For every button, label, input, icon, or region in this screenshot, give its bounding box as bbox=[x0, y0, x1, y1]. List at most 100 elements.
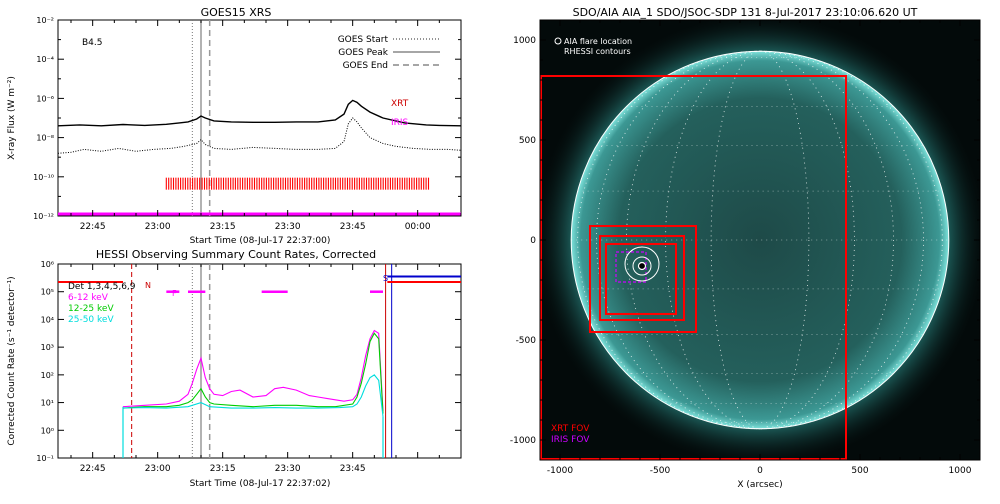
aia-xlabel: X (arcsec) bbox=[737, 480, 782, 490]
aia-fov-xrt bbox=[605, 243, 677, 315]
goes-annotation-iris: IRIS bbox=[391, 118, 409, 128]
goes-series-long bbox=[57, 99, 462, 127]
hessi-xtick-label: 23:15 bbox=[210, 464, 236, 474]
aia-legend-top: AIA flare location RHESSI contours bbox=[554, 37, 632, 56]
aia-fov-xrt bbox=[589, 225, 697, 333]
aia-legend-iris-fov: IRIS FOV bbox=[551, 435, 590, 445]
goes-ytick-label: 10⁻⁶ bbox=[36, 94, 54, 103]
hessi-ytick-label: 10⁶ bbox=[41, 260, 54, 269]
aia-y-ticks: 1000 500 0 -500 -1000 bbox=[510, 36, 980, 446]
hessi-decorations bbox=[58, 264, 461, 458]
goes-panel: GOES15 XRS 10⁻² 10⁻⁴ 10⁻⁶ 10⁻⁸ 10⁻¹⁰ 10⁻¹² 22… bbox=[7, 6, 462, 246]
goes-xtick-label: 00:00 bbox=[405, 222, 431, 232]
aia-legend-marker-icon bbox=[554, 37, 562, 45]
goes-xtick-label: 22:45 bbox=[80, 222, 106, 232]
hessi-ytick-label: 10² bbox=[41, 371, 54, 380]
goes-xtick-label: 23:15 bbox=[210, 222, 236, 232]
hessi-title: HESSI Observing Summary Count Rates, Cor… bbox=[96, 248, 376, 261]
aia-x-ticks: -1000 -500 0 500 1000 bbox=[547, 20, 972, 476]
hessi-legend: Det 1,3,4,5,6,9 6-12 keV 12-25 keV 25-50… bbox=[68, 282, 136, 325]
goes-ytick-label: 10⁻² bbox=[36, 16, 54, 25]
aia-legend-flare-location: AIA flare location bbox=[564, 37, 632, 46]
aia-fov-xrt bbox=[540, 75, 847, 460]
aia-legend-bottom: XRT FOV IRIS FOV bbox=[551, 424, 590, 445]
aia-xtick-label: -500 bbox=[650, 466, 671, 476]
hessi-ytick-label: 10⁻¹ bbox=[36, 454, 54, 463]
hessi-xtick-label: 23:00 bbox=[145, 464, 171, 474]
hessi-y-ticks: 10⁻¹ 10⁰ 10¹ 10² 10³ 10⁴ 10⁵ 10⁶ bbox=[36, 260, 461, 463]
aia-title: SDO/AIA AIA_1 SDO/JSOC-SDP 131 8-Jul-201… bbox=[573, 6, 918, 19]
aia-ytick-label: 500 bbox=[519, 136, 536, 146]
aia-longitude-line bbox=[626, 50, 894, 430]
aia-legend-rhessi: RHESSI contours bbox=[564, 47, 631, 56]
goes-xlabel: Start Time (08-Jul-17 22:37:00) bbox=[190, 236, 331, 246]
hessi-flag-n: N bbox=[145, 281, 151, 290]
goes-legend-peak-label: GOES Peak bbox=[338, 48, 388, 58]
hessi-ytick-label: 10⁴ bbox=[41, 315, 54, 324]
hessi-legend-6-12: 6-12 keV bbox=[68, 293, 109, 303]
aia-ytick-label: -500 bbox=[516, 336, 537, 346]
goes-series-short bbox=[57, 117, 462, 154]
hessi-series-group bbox=[122, 329, 384, 417]
goes-legend-end-label: GOES End bbox=[343, 61, 388, 71]
goes-annotation-xrt: XRT bbox=[391, 99, 409, 109]
hessi-ytick-label: 10⁰ bbox=[41, 426, 54, 435]
goes-ytick-label: 10⁻⁴ bbox=[36, 55, 54, 64]
aia-fov-boxes bbox=[540, 75, 847, 460]
aia-ytick-label: 1000 bbox=[513, 36, 536, 46]
hessi-ytick-label: 10³ bbox=[41, 343, 54, 352]
hessi-plot-frame bbox=[57, 263, 462, 459]
aia-legend-xrt-fov: XRT FOV bbox=[551, 424, 590, 434]
goes-xtick-label: 23:45 bbox=[340, 222, 366, 232]
hessi-series-0 bbox=[122, 329, 384, 411]
aia-rhessi-contour bbox=[624, 246, 660, 282]
aia-flare-marker-ring bbox=[632, 256, 652, 276]
goes-series-group bbox=[57, 99, 462, 154]
aia-fov-iris bbox=[615, 251, 647, 283]
aia-xtick-label: 500 bbox=[851, 466, 868, 476]
goes-ylabel: X-ray Flux (W m⁻²) bbox=[7, 76, 17, 160]
goes-legend: GOES Start GOES Peak GOES End bbox=[338, 35, 440, 71]
goes-xtick-label: 23:00 bbox=[145, 222, 171, 232]
goes-ytick-label: 10⁻¹² bbox=[33, 212, 54, 221]
aia-flare-marker bbox=[637, 261, 647, 271]
aia-xtick-label: 1000 bbox=[949, 466, 972, 476]
hessi-event-lines bbox=[191, 264, 211, 458]
aia-sun-disk bbox=[571, 51, 949, 429]
goes-legend-start-label: GOES Start bbox=[338, 35, 389, 45]
hessi-legend-25-50: 25-50 keV bbox=[68, 315, 114, 325]
hessi-xlabel: Start Time (08-Jul-17 22:37:02) bbox=[190, 479, 331, 489]
hessi-xtick-label: 22:45 bbox=[80, 464, 106, 474]
hessi-legend-detectors: Det 1,3,4,5,6,9 bbox=[68, 282, 136, 292]
hessi-ytick-label: 10⁵ bbox=[41, 288, 54, 297]
hessi-flag-s: S bbox=[383, 274, 388, 283]
goes-x-ticks: 22:45 23:00 23:15 23:30 23:45 00:00 bbox=[70, 20, 462, 232]
goes-xtick-label: 23:30 bbox=[275, 222, 301, 232]
aia-xtick-label: 0 bbox=[757, 466, 763, 476]
aia-limb-contour bbox=[570, 50, 950, 430]
aia-ytick-label: 0 bbox=[530, 236, 536, 246]
aia-ytick-label: -1000 bbox=[510, 436, 536, 446]
hessi-series-1 bbox=[122, 332, 384, 414]
goes-class-label: B4.5 bbox=[82, 38, 103, 48]
goes-title: GOES15 XRS bbox=[201, 6, 272, 19]
goes-data-coverage bbox=[58, 177, 461, 216]
goes-ytick-label: 10⁻¹⁰ bbox=[33, 173, 54, 182]
aia-panel: SDO/AIA AIA_1 SDO/JSOC-SDP 131 8-Jul-201… bbox=[510, 6, 981, 490]
hessi-xtick-label: 23:45 bbox=[340, 464, 366, 474]
hessi-legend-12-25: 12-25 keV bbox=[68, 304, 114, 314]
hessi-flag-f: F bbox=[172, 289, 177, 298]
hessi-x-ticks: 22:45 23:00 23:15 23:30 23:45 bbox=[70, 264, 462, 474]
hessi-panel: HESSI Observing Summary Count Rates, Cor… bbox=[7, 248, 462, 489]
hessi-ytick-label: 10¹ bbox=[41, 399, 54, 408]
hessi-series-2 bbox=[122, 374, 384, 417]
hessi-xtick-label: 23:30 bbox=[275, 464, 301, 474]
hessi-ylabel: Corrected Count Rate (s⁻¹ detector⁻¹) bbox=[7, 276, 17, 445]
aia-longitude-line bbox=[710, 50, 810, 430]
goes-ytick-label: 10⁻⁸ bbox=[36, 134, 54, 143]
aia-xtick-label: -1000 bbox=[547, 466, 573, 476]
aia-longitude-line bbox=[577, 50, 943, 430]
aia-fov-xrt bbox=[599, 235, 685, 321]
